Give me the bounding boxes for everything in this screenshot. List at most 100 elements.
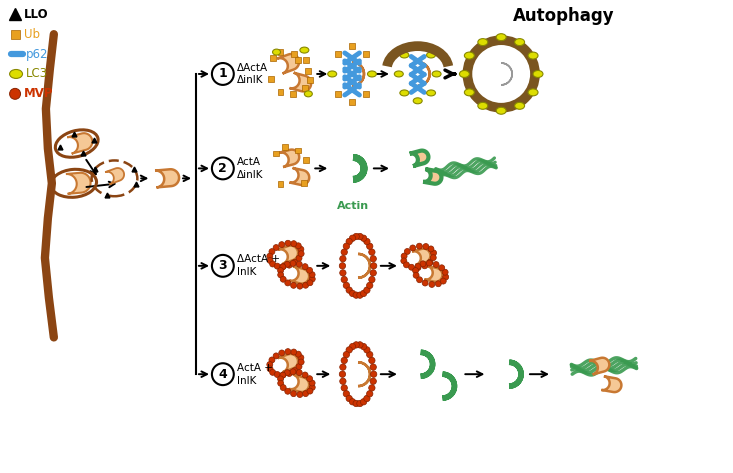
Circle shape: [413, 272, 419, 278]
PathPatch shape: [423, 169, 441, 184]
Circle shape: [284, 388, 291, 394]
Circle shape: [291, 241, 297, 246]
Circle shape: [357, 233, 363, 240]
Circle shape: [339, 371, 346, 377]
Circle shape: [346, 238, 353, 245]
Circle shape: [353, 292, 359, 298]
PathPatch shape: [105, 168, 124, 184]
Circle shape: [370, 371, 377, 377]
Ellipse shape: [367, 71, 377, 77]
Bar: [303, 158, 309, 164]
Circle shape: [416, 243, 422, 249]
PathPatch shape: [412, 249, 430, 265]
Circle shape: [408, 264, 414, 270]
Ellipse shape: [413, 98, 422, 104]
Circle shape: [370, 270, 376, 276]
Circle shape: [278, 268, 284, 273]
Circle shape: [212, 255, 234, 277]
Bar: [349, 43, 355, 49]
Ellipse shape: [460, 70, 469, 78]
Circle shape: [350, 235, 356, 241]
Circle shape: [361, 235, 366, 241]
Circle shape: [361, 399, 366, 405]
PathPatch shape: [66, 173, 91, 194]
Circle shape: [212, 63, 234, 85]
Circle shape: [415, 264, 421, 271]
Ellipse shape: [413, 44, 422, 50]
Text: ActA +
InlK: ActA + InlK: [237, 363, 273, 385]
PathPatch shape: [290, 168, 309, 185]
PathPatch shape: [278, 245, 298, 264]
Circle shape: [292, 259, 298, 265]
Circle shape: [298, 355, 304, 360]
Ellipse shape: [432, 71, 441, 77]
Circle shape: [415, 263, 421, 270]
Ellipse shape: [300, 47, 309, 53]
Bar: [295, 148, 301, 154]
Circle shape: [339, 364, 346, 370]
PathPatch shape: [589, 358, 609, 375]
Circle shape: [370, 263, 377, 269]
Circle shape: [309, 272, 315, 278]
Circle shape: [441, 278, 446, 284]
Circle shape: [341, 249, 347, 255]
PathPatch shape: [358, 362, 370, 386]
Circle shape: [369, 357, 375, 364]
Circle shape: [307, 388, 313, 394]
Circle shape: [353, 233, 359, 240]
Circle shape: [302, 263, 308, 270]
Ellipse shape: [400, 52, 409, 58]
Circle shape: [286, 370, 292, 377]
Bar: [278, 181, 284, 187]
Bar: [273, 150, 279, 157]
Circle shape: [370, 378, 376, 385]
Circle shape: [267, 257, 273, 263]
Circle shape: [443, 274, 449, 280]
Circle shape: [369, 385, 375, 391]
Circle shape: [284, 370, 290, 376]
Circle shape: [350, 399, 356, 405]
Circle shape: [366, 351, 373, 358]
Bar: [303, 57, 309, 63]
Circle shape: [309, 380, 315, 386]
Circle shape: [274, 371, 280, 377]
Bar: [307, 77, 313, 83]
Circle shape: [290, 282, 297, 289]
Circle shape: [341, 276, 347, 283]
PathPatch shape: [501, 63, 512, 85]
Circle shape: [274, 263, 280, 269]
Ellipse shape: [515, 102, 525, 109]
Ellipse shape: [394, 71, 403, 77]
Circle shape: [270, 369, 276, 376]
Circle shape: [267, 361, 273, 368]
Text: LLO: LLO: [24, 8, 48, 21]
Circle shape: [298, 251, 304, 257]
Circle shape: [427, 259, 433, 265]
Circle shape: [370, 255, 376, 262]
Circle shape: [280, 264, 286, 270]
PathPatch shape: [358, 254, 370, 278]
Circle shape: [307, 280, 313, 286]
Circle shape: [357, 342, 363, 348]
Circle shape: [346, 347, 353, 353]
Ellipse shape: [528, 89, 538, 96]
Text: 4: 4: [218, 368, 227, 381]
PathPatch shape: [290, 266, 309, 284]
Circle shape: [309, 385, 315, 390]
Circle shape: [364, 395, 370, 402]
Bar: [292, 51, 298, 57]
Circle shape: [401, 253, 407, 259]
PathPatch shape: [67, 133, 92, 154]
Circle shape: [429, 281, 435, 288]
Text: 1: 1: [218, 68, 227, 80]
Circle shape: [439, 265, 445, 271]
Circle shape: [278, 380, 284, 386]
Bar: [278, 49, 284, 55]
Circle shape: [278, 376, 284, 382]
Circle shape: [357, 292, 363, 298]
Circle shape: [296, 261, 302, 267]
Circle shape: [303, 391, 309, 396]
Circle shape: [339, 378, 346, 385]
Circle shape: [286, 262, 292, 268]
Bar: [335, 91, 341, 96]
